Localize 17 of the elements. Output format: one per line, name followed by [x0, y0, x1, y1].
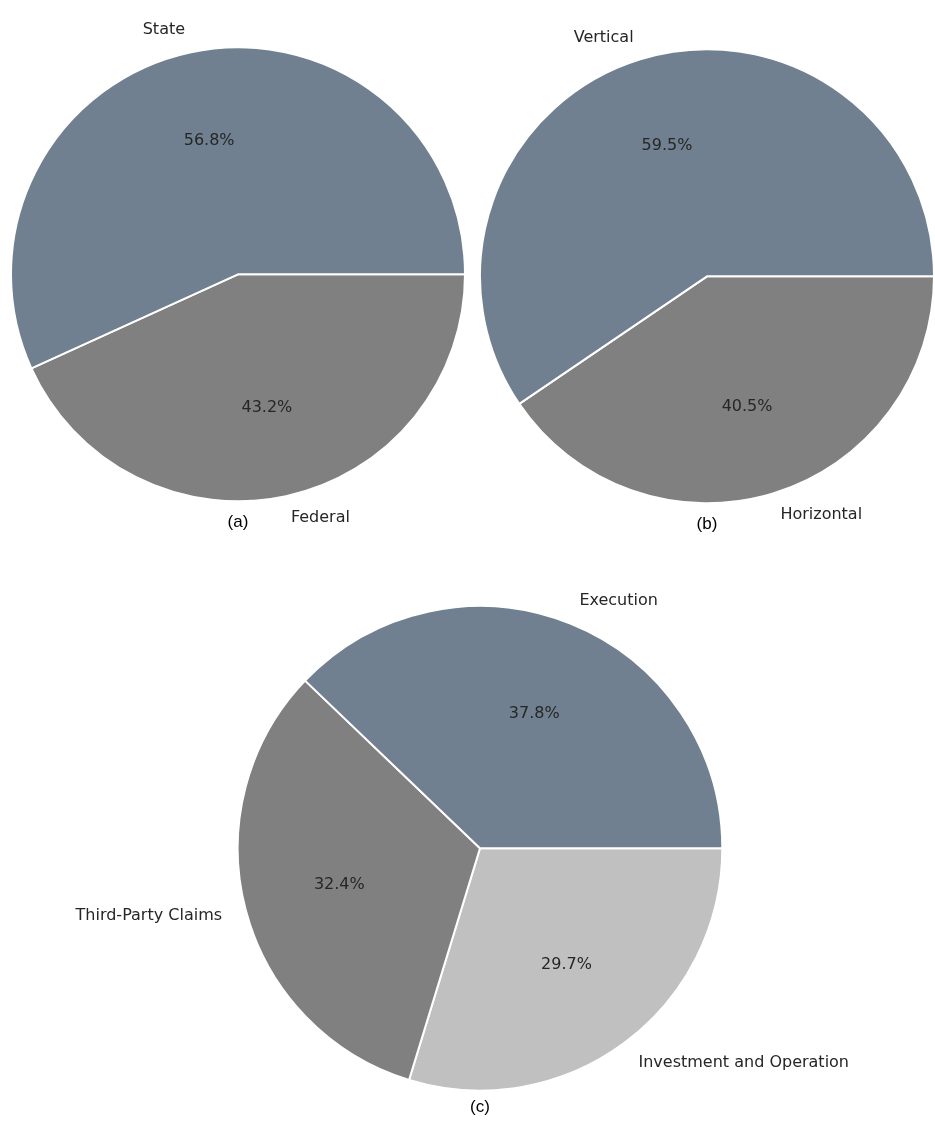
data-label: 43.2% — [241, 396, 293, 416]
slice-label: Horizontal — [780, 504, 863, 524]
data-label: 32.4% — [313, 874, 365, 894]
slice-label: Investment and Operation — [638, 1051, 850, 1071]
text: (b) — [696, 514, 718, 534]
slice-label: Third-Party Claims — [74, 904, 223, 924]
slice-label: Execution — [579, 590, 658, 610]
data-label: 37.8% — [508, 702, 560, 722]
text: (c) — [470, 1097, 490, 1117]
slice-label: Vertical — [573, 26, 634, 46]
data-label: 56.8% — [183, 130, 235, 150]
text: (a) — [227, 512, 249, 532]
slice-label: Federal — [290, 507, 350, 527]
data-label: 29.7% — [541, 954, 592, 974]
data-label: 59.5% — [641, 135, 693, 155]
slice-label: State — [142, 19, 186, 39]
data-label: 40.5% — [721, 395, 773, 415]
